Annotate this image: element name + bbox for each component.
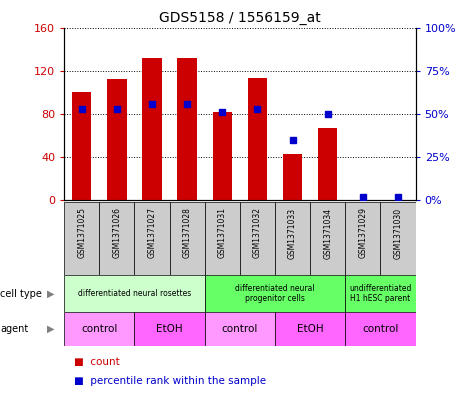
Text: GSM1371032: GSM1371032 — [253, 208, 262, 259]
Text: control: control — [362, 324, 399, 334]
Text: EtOH: EtOH — [297, 324, 323, 334]
Text: ■  count: ■ count — [74, 357, 119, 367]
Text: GSM1371025: GSM1371025 — [77, 208, 86, 259]
Bar — [205, 312, 275, 346]
Bar — [310, 202, 345, 275]
Text: EtOH: EtOH — [156, 324, 183, 334]
Text: control: control — [81, 324, 117, 334]
Text: GSM1371031: GSM1371031 — [218, 208, 227, 259]
Bar — [64, 202, 99, 275]
Text: GSM1371028: GSM1371028 — [183, 208, 191, 258]
Bar — [107, 79, 126, 200]
Text: cell type: cell type — [0, 289, 42, 299]
Text: GSM1371033: GSM1371033 — [288, 208, 297, 259]
Text: ▶: ▶ — [47, 324, 54, 334]
Text: GSM1371030: GSM1371030 — [394, 208, 402, 259]
Text: control: control — [222, 324, 258, 334]
Bar — [64, 312, 134, 346]
Bar — [72, 92, 91, 200]
Bar — [240, 202, 275, 275]
Text: GSM1371027: GSM1371027 — [148, 208, 156, 259]
Bar — [142, 58, 162, 200]
Text: undifferentiated
H1 hESC parent: undifferentiated H1 hESC parent — [349, 284, 412, 303]
Bar — [275, 202, 310, 275]
Bar — [178, 58, 197, 200]
Text: agent: agent — [0, 324, 28, 334]
Text: ▶: ▶ — [47, 289, 54, 299]
Text: ■  percentile rank within the sample: ■ percentile rank within the sample — [74, 376, 266, 386]
Bar — [345, 275, 416, 312]
Text: differentiated neural rosettes: differentiated neural rosettes — [78, 289, 191, 298]
Title: GDS5158 / 1556159_at: GDS5158 / 1556159_at — [159, 11, 321, 25]
Bar — [205, 202, 240, 275]
Bar — [213, 112, 232, 200]
Text: GSM1371026: GSM1371026 — [113, 208, 121, 259]
Bar — [283, 154, 302, 200]
Bar — [170, 202, 205, 275]
Bar — [64, 275, 205, 312]
Text: GSM1371029: GSM1371029 — [359, 208, 367, 259]
Bar — [275, 312, 345, 346]
Bar — [134, 312, 205, 346]
Bar — [380, 202, 416, 275]
Bar — [345, 312, 416, 346]
Text: GSM1371034: GSM1371034 — [323, 208, 332, 259]
Bar — [205, 275, 345, 312]
Bar — [248, 78, 267, 200]
Text: differentiated neural
progenitor cells: differentiated neural progenitor cells — [235, 284, 315, 303]
Bar — [345, 202, 380, 275]
Bar — [99, 202, 134, 275]
Bar — [134, 202, 170, 275]
Bar — [318, 128, 337, 200]
